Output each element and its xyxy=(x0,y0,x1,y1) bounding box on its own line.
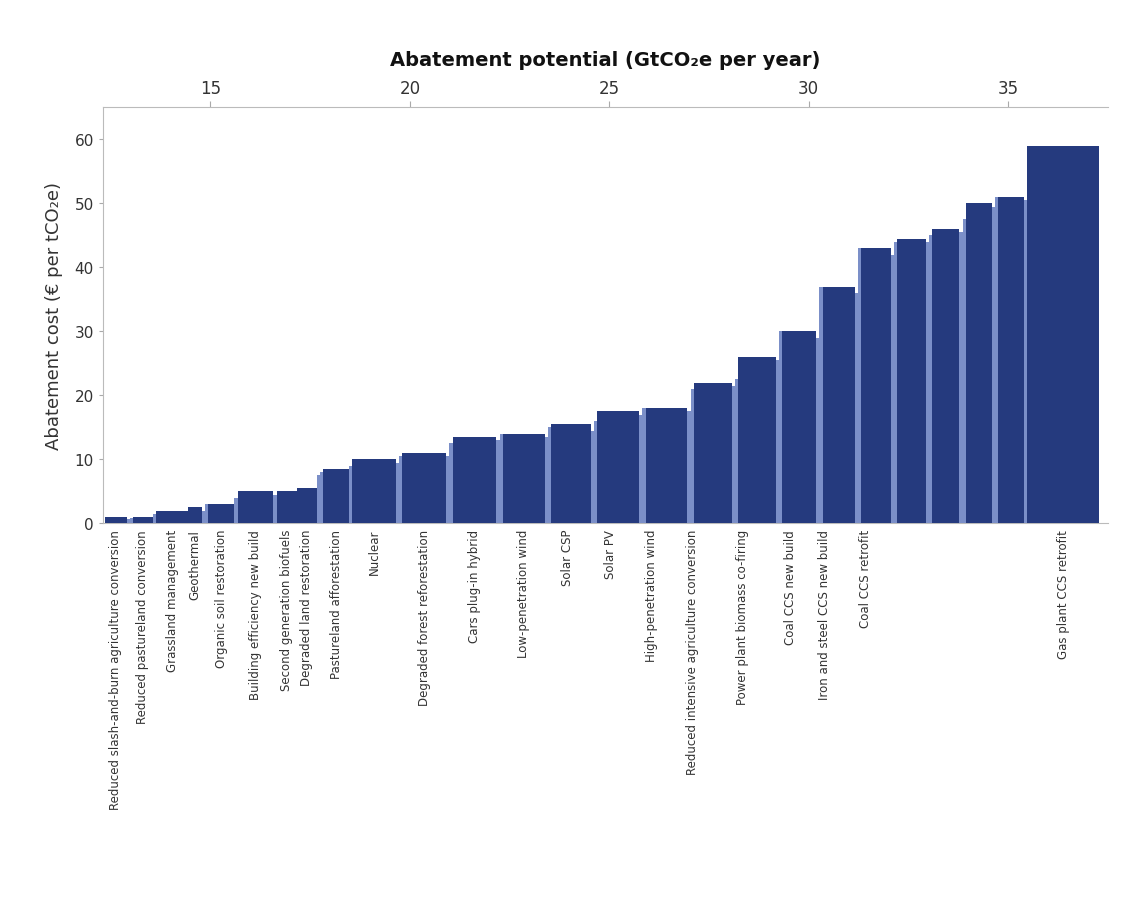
Bar xyxy=(502,434,545,524)
Bar xyxy=(734,380,738,524)
Bar xyxy=(238,492,273,524)
Bar xyxy=(854,293,858,524)
Bar xyxy=(1024,201,1027,524)
Bar xyxy=(127,520,130,524)
Bar xyxy=(930,237,932,524)
Bar xyxy=(316,476,320,524)
Bar xyxy=(779,332,782,524)
Bar xyxy=(782,332,817,524)
Bar xyxy=(202,511,206,524)
Bar xyxy=(134,517,153,524)
Bar xyxy=(738,358,775,524)
Bar xyxy=(894,243,898,524)
Bar xyxy=(297,489,316,524)
Bar xyxy=(959,233,963,524)
Bar xyxy=(447,457,449,524)
Bar xyxy=(234,498,238,524)
Bar xyxy=(1027,146,1099,524)
Bar xyxy=(932,229,959,524)
Y-axis label: Abatement cost (€ per tCO₂e): Abatement cost (€ per tCO₂e) xyxy=(46,182,63,450)
Bar xyxy=(966,204,992,524)
Bar xyxy=(822,287,854,524)
Bar xyxy=(926,243,930,524)
Bar xyxy=(552,424,590,524)
Bar xyxy=(590,431,594,524)
Bar xyxy=(402,453,447,524)
Bar xyxy=(594,422,597,524)
Bar xyxy=(642,409,645,524)
Bar xyxy=(820,287,822,524)
Bar xyxy=(694,383,732,524)
Bar xyxy=(891,256,894,524)
Bar xyxy=(645,409,687,524)
Bar xyxy=(898,239,926,524)
Bar xyxy=(640,415,642,524)
Bar xyxy=(499,434,502,524)
Bar xyxy=(320,472,323,524)
Bar xyxy=(188,507,202,524)
Bar xyxy=(992,208,996,524)
Bar xyxy=(998,198,1024,524)
Bar xyxy=(399,457,402,524)
Bar xyxy=(348,466,352,524)
Bar xyxy=(687,412,691,524)
Bar xyxy=(449,444,452,524)
Bar xyxy=(352,460,396,524)
Bar xyxy=(206,505,209,524)
Bar xyxy=(209,505,234,524)
Bar xyxy=(691,389,694,524)
Bar xyxy=(153,514,156,524)
Bar xyxy=(273,495,276,524)
Bar xyxy=(963,220,966,524)
Bar xyxy=(276,492,297,524)
Bar xyxy=(732,386,734,524)
Bar xyxy=(548,428,552,524)
Bar xyxy=(130,518,134,524)
Bar xyxy=(497,441,499,524)
Bar xyxy=(996,198,998,524)
Bar xyxy=(817,339,820,524)
Bar xyxy=(861,249,891,524)
Bar xyxy=(545,437,548,524)
Bar xyxy=(858,249,861,524)
Bar xyxy=(452,437,497,524)
Bar xyxy=(105,517,127,524)
Bar xyxy=(597,412,640,524)
Bar xyxy=(323,470,348,524)
Bar xyxy=(156,511,188,524)
X-axis label: Abatement potential (GtCO₂e per year): Abatement potential (GtCO₂e per year) xyxy=(391,51,820,70)
Bar xyxy=(396,463,399,524)
Bar xyxy=(775,361,779,524)
